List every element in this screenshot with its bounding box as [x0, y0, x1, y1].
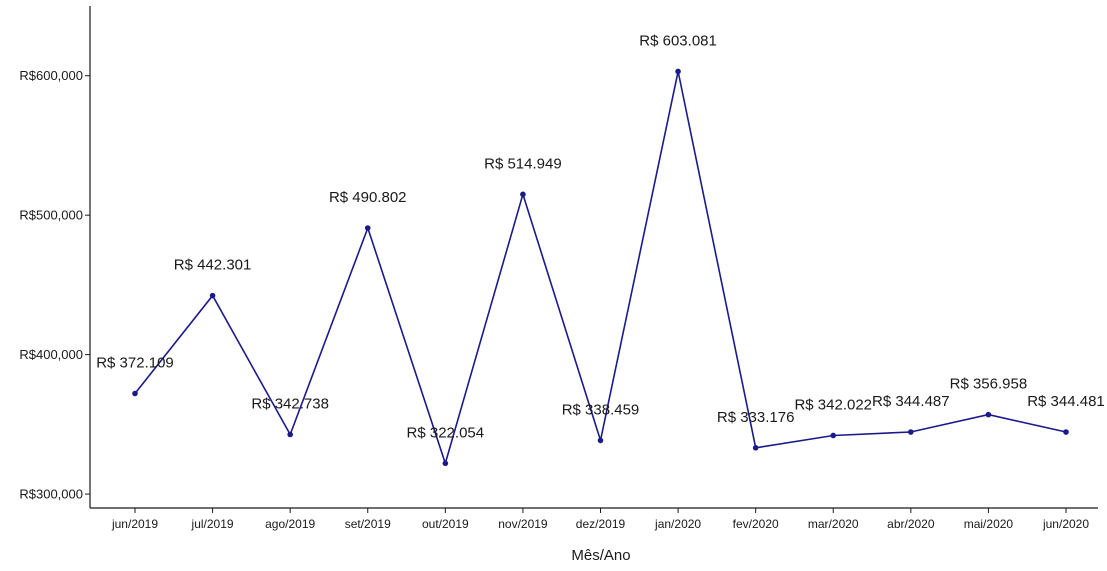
data-labels: R$ 372.109 R$ 442.301 R$ 342.738 R$ 490.802…	[96, 32, 1105, 441]
x-tick-label: jun/2020	[1042, 517, 1089, 531]
x-tick-label: jan/2020	[654, 517, 701, 531]
data-point	[908, 429, 914, 435]
data-label: R$ 356.958	[950, 376, 1028, 393]
x-tick-label: out/2019	[422, 517, 469, 531]
data-label: R$ 344.481	[1027, 393, 1105, 410]
y-axis-ticks: R$300,000 R$400,000 R$500,000 R$600,000	[19, 68, 90, 502]
x-axis-ticks: jun/2019 jul/2019 ago/2019 set/2019 out/2019…	[111, 508, 1089, 531]
x-tick-label: jul/2019	[191, 517, 234, 531]
data-label: R$ 603.081	[639, 32, 717, 49]
data-point	[1063, 429, 1069, 435]
data-label: R$ 338.459	[562, 401, 640, 418]
x-tick-label: ago/2019	[265, 517, 315, 531]
data-label: R$ 342.022	[794, 396, 872, 413]
x-tick-label: mai/2020	[964, 517, 1014, 531]
data-label: R$ 372.109	[96, 355, 174, 372]
data-label: R$ 322.054	[407, 424, 485, 441]
x-tick-label: fev/2020	[733, 517, 779, 531]
data-point	[442, 460, 449, 467]
series-layer	[132, 68, 1069, 467]
data-label: R$ 342.738	[251, 395, 329, 412]
data-label: R$ 333.176	[717, 409, 795, 426]
data-label: R$ 514.949	[484, 155, 562, 172]
data-point	[287, 431, 293, 438]
data-point	[209, 292, 216, 299]
data-point	[132, 390, 138, 397]
data-point	[597, 437, 604, 444]
x-tick-label: abr/2020	[887, 517, 935, 531]
axes	[89, 6, 1098, 509]
data-point	[752, 444, 759, 451]
data-point	[830, 432, 837, 439]
x-tick-label: nov/2019	[498, 517, 548, 531]
data-label: R$ 344.487	[872, 393, 950, 410]
y-tick-label: R$300,000	[19, 487, 83, 502]
data-label: R$ 490.802	[329, 189, 407, 206]
x-tick-label: mar/2020	[808, 517, 859, 531]
data-point	[520, 191, 526, 198]
x-tick-label: set/2019	[345, 517, 391, 531]
x-tick-label: dez/2019	[576, 517, 626, 531]
x-tick-label: jun/2019	[111, 517, 158, 531]
y-tick-label: R$400,000	[19, 347, 83, 362]
y-tick-label: R$500,000	[19, 208, 83, 223]
data-label: R$ 442.301	[174, 257, 252, 274]
y-tick-label: R$600,000	[19, 68, 83, 83]
data-point	[985, 411, 992, 418]
data-point	[364, 225, 371, 231]
data-point	[675, 68, 681, 75]
x-axis-title: Mês/Ano	[571, 547, 630, 564]
